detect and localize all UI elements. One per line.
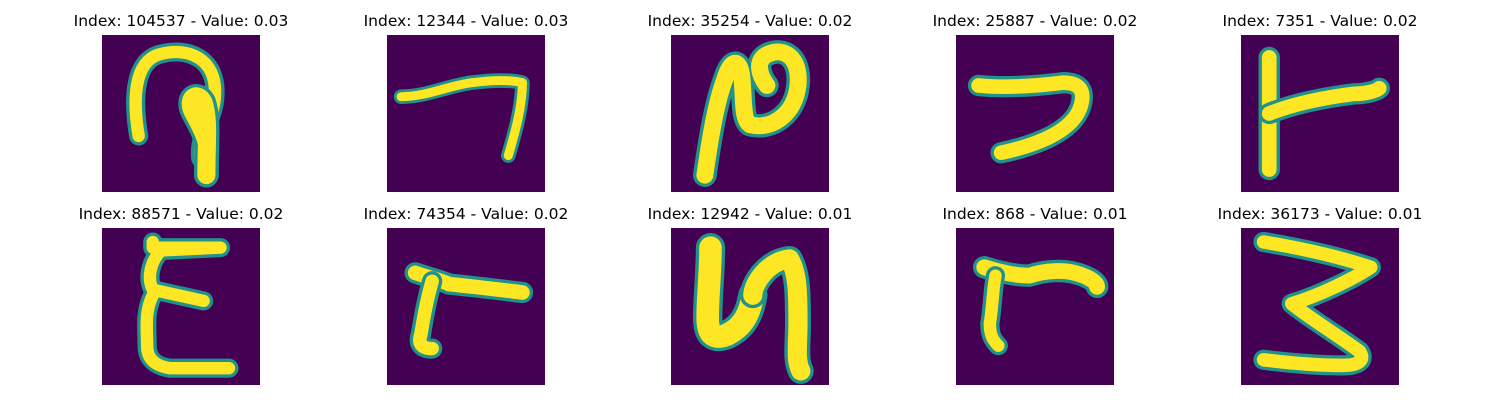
panel-title: Index: 7351 - Value: 0.02	[1222, 12, 1418, 30]
glyph-reverse-c	[967, 72, 1093, 164]
digit-image-8	[671, 228, 829, 385]
glyph-epsilon	[137, 232, 239, 378]
panel-title: Index: 12942 - Value: 0.01	[647, 205, 853, 223]
panel-title: Index: 104537 - Value: 0.03	[73, 12, 289, 30]
digit-image-5	[1241, 35, 1399, 192]
glyph-gamma	[404, 262, 534, 359]
panel-title: Index: 868 - Value: 0.01	[942, 205, 1128, 223]
panel-title: Index: 36173 - Value: 0.01	[1217, 205, 1423, 223]
digit-image-3	[671, 35, 829, 192]
glyph-u-shape	[693, 233, 814, 384]
digit-image-2	[387, 35, 545, 192]
digit-image-10	[1241, 228, 1399, 385]
glyph-hook-loop	[126, 42, 225, 188]
digit-image-6	[102, 228, 260, 385]
glyph-thin-seven	[393, 73, 530, 163]
digit-image-4	[956, 35, 1114, 192]
digit-image-7	[387, 228, 545, 385]
panel-title: Index: 25887 - Value: 0.02	[932, 12, 1138, 30]
digit-image-1	[102, 35, 260, 192]
glyph-sideways-t	[1258, 46, 1390, 181]
glyph-gamma-2	[972, 256, 1109, 356]
panel-title: Index: 74354 - Value: 0.02	[363, 205, 569, 223]
panel-title: Index: 12344 - Value: 0.03	[363, 12, 569, 30]
glyph-three	[1253, 231, 1381, 376]
glyph-n-loop	[693, 40, 811, 187]
panel-title: Index: 88571 - Value: 0.02	[78, 205, 284, 223]
digit-image-9	[956, 228, 1114, 385]
panel-title: Index: 35254 - Value: 0.02	[647, 12, 853, 30]
